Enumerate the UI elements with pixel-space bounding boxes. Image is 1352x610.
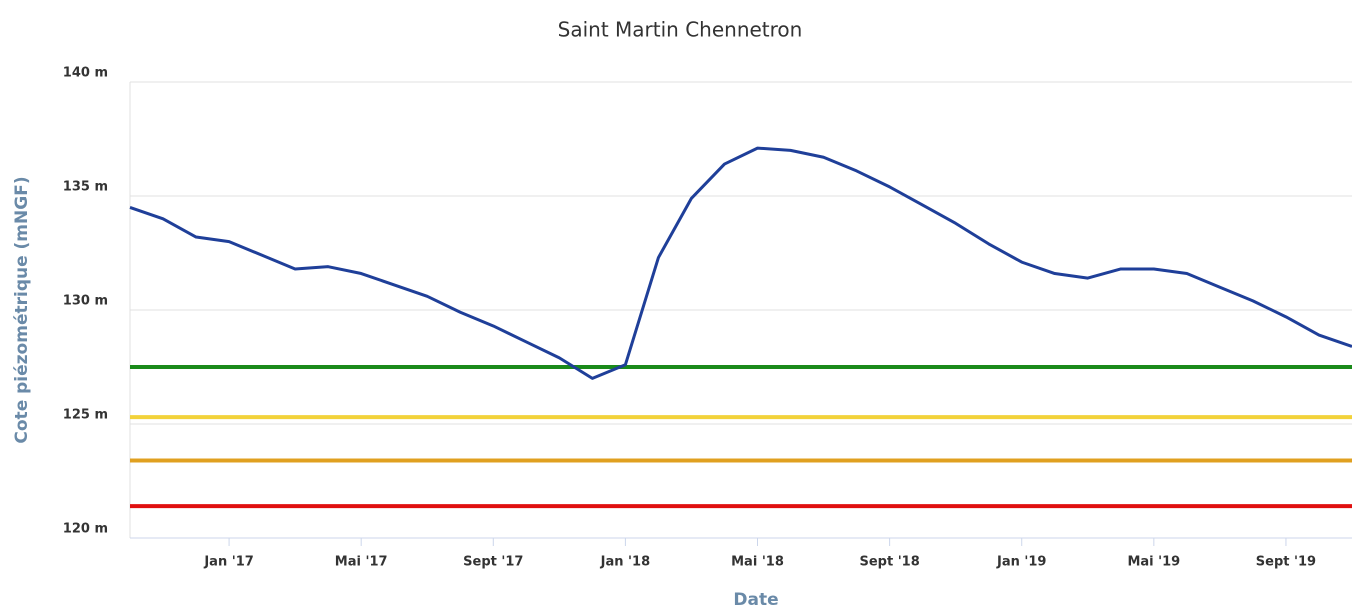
y-axis-label: Cote piézométrique (mNGF) [12, 176, 32, 443]
x-tick-label: Jan '19 [996, 555, 1046, 570]
y-tick-label: 125 m [63, 408, 108, 423]
y-tick-label: 135 m [63, 180, 108, 195]
x-tick-label: Mai '17 [335, 555, 388, 570]
chart-title: Saint Martin Chennetron [558, 18, 803, 42]
x-axis-label: Date [733, 590, 778, 610]
x-tick-label: Jan '18 [600, 555, 650, 570]
x-tick-label: Mai '19 [1127, 555, 1180, 570]
y-tick-label: 140 m [63, 66, 108, 81]
x-tick-label: Sept '18 [859, 555, 919, 570]
x-tick-label: Sept '19 [1256, 555, 1316, 570]
x-tick-label: Sept '17 [463, 555, 523, 570]
y-tick-label: 130 m [63, 294, 108, 309]
y-tick-label: 120 m [63, 522, 108, 537]
x-tick-label: Jan '17 [203, 555, 253, 570]
x-tick-label: Mai '18 [731, 555, 784, 570]
data-line [129, 146, 1352, 380]
